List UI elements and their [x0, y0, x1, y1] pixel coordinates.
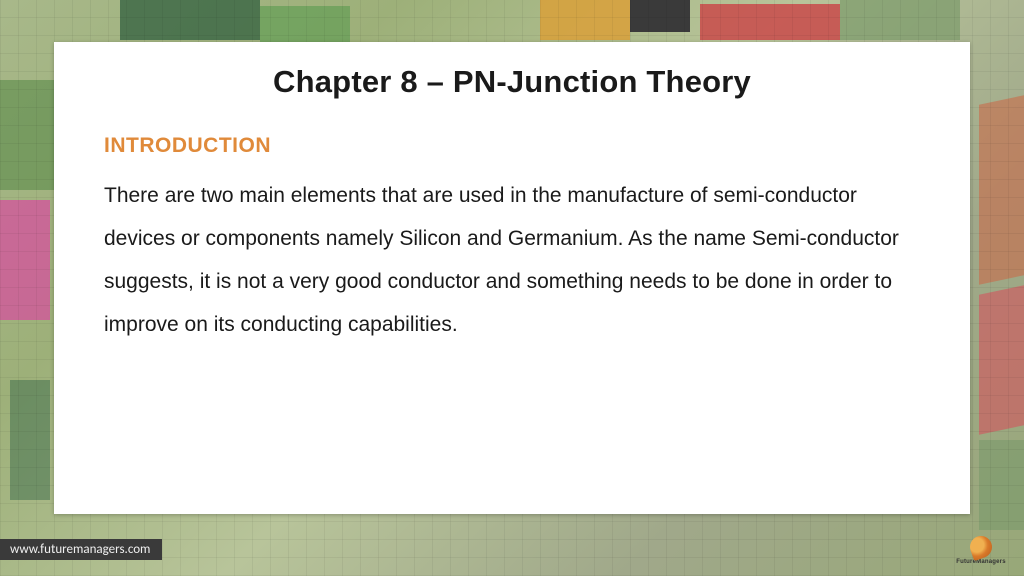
chapter-title: Chapter 8 – PN-Junction Theory — [104, 64, 920, 100]
intro-paragraph: There are two main elements that are use… — [104, 174, 920, 346]
slide: Chapter 8 – PN-Junction Theory INTRODUCT… — [0, 0, 1024, 576]
section-heading: INTRODUCTION — [104, 134, 920, 158]
footer-url-bar: www.futuremanagers.com — [0, 539, 162, 560]
logo-text: FutureManagers — [956, 559, 1005, 565]
content-card: Chapter 8 – PN-Junction Theory INTRODUCT… — [54, 42, 970, 514]
publisher-logo: FutureManagers — [952, 534, 1010, 566]
logo-swirl-icon — [967, 532, 995, 560]
